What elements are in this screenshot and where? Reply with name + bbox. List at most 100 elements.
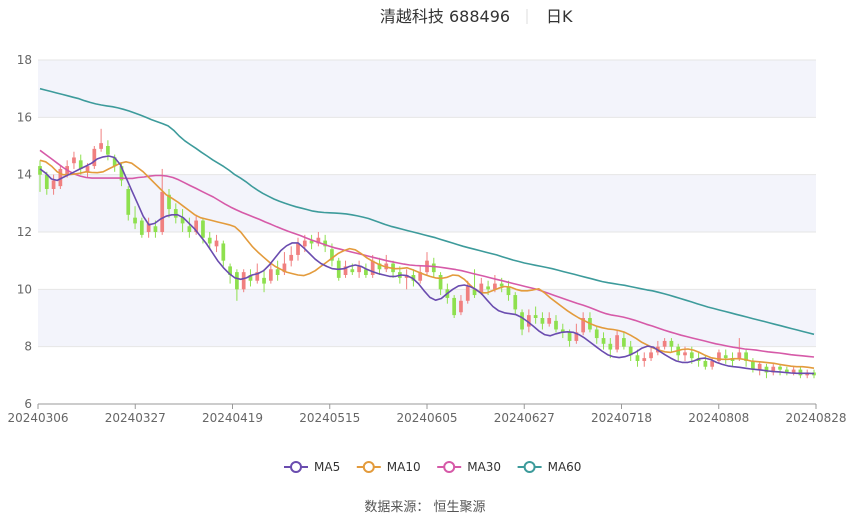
grid-band [38,60,816,118]
candle-body [112,157,117,167]
candle-body [465,286,470,301]
candle-body [560,329,565,333]
candle-body [78,160,83,169]
legend-marker [523,461,536,473]
candle-body [533,315,538,318]
candle-body [119,166,124,181]
y-tick-label: 18 [17,53,32,67]
y-tick-label: 6 [24,397,32,411]
candle-body [717,352,721,361]
legend[interactable]: MA5 MA10 MA30 MA60 [284,460,581,474]
candle-body [615,335,619,350]
series-line-ma60 [39,87,815,336]
candle-body [221,243,226,261]
candle-body [771,366,776,373]
candle-body [377,263,382,270]
candle-body [364,269,368,275]
candle-body [173,209,178,218]
candle-body [357,266,361,273]
candle-body [669,340,674,347]
candle-body [235,272,239,290]
candle-body [703,361,708,367]
legend-label: MA5 [314,460,340,474]
candle-body [798,369,803,376]
legend-label: MA10 [387,460,421,474]
candle-body [330,249,334,261]
candle-body [594,329,599,339]
x-tick-label: 20240605 [396,411,457,425]
candle-body [635,355,640,361]
moving-average-lines [39,87,815,375]
candle-body [744,352,748,361]
candle-body [85,166,90,172]
legend-marker [290,461,302,473]
legend-label: MA30 [467,460,501,474]
candle-body [628,346,633,356]
series-line-ma5 [39,155,815,375]
legend-item-ma30[interactable]: MA30 [437,460,501,474]
candle-body [689,352,694,359]
candle-body [139,220,144,235]
candle-body [282,263,287,273]
candle-body [778,366,782,370]
candle-body [642,358,647,361]
grid-band [38,289,816,347]
candle-body [683,352,687,356]
candle-body [581,318,586,333]
candle-body [438,275,443,290]
x-axis: 20240306 20240327 20240419 20240515 20240605… [7,403,847,425]
candle-body [459,300,463,313]
legend-item-ma5[interactable]: MA5 [284,460,340,474]
x-tick-label: 20240419 [202,411,263,425]
x-tick-label: 20240808 [688,411,749,425]
y-tick-label: 8 [24,340,32,354]
candle-body [187,226,192,232]
legend-marker [443,461,456,473]
candle-body [146,223,151,232]
candle-body [160,191,165,232]
candle-body [723,355,728,359]
candle-body [72,157,76,164]
candle-body [649,352,653,359]
candle-body [411,275,416,281]
candle-body [404,275,409,278]
y-tick-label: 12 [17,225,32,239]
candle-body [167,194,171,210]
legend-item-ma60[interactable]: MA60 [517,460,582,474]
candle-body [479,283,484,293]
candle-body [99,143,103,149]
candle-body [418,272,423,281]
candle-body [757,363,762,370]
candle-body [547,318,552,324]
data-source: 数据来源： 恒生聚源 [364,500,485,515]
x-tick-label: 20240627 [494,411,555,425]
candle-body [302,240,307,247]
candle-body [567,332,572,341]
candle-body [608,343,613,350]
x-tick-label: 20240515 [299,411,360,425]
candle-body [201,220,205,238]
candle-body [513,295,518,310]
candle-body [133,217,137,224]
series-line-ma10 [39,159,815,369]
candle-body [58,168,63,187]
candle-body [228,266,232,275]
candle-body [472,289,477,296]
legend-item-ma10[interactable]: MA10 [356,460,421,474]
x-tick-label: 20240718 [591,411,652,425]
candle-body [268,269,273,281]
candle-body [737,352,742,359]
candle-body [248,275,253,281]
candle-body [275,269,280,275]
candle-body [214,240,219,247]
candle-body [343,266,348,275]
candle-body [126,189,131,215]
candle-body [784,369,789,373]
y-tick-label: 10 [17,282,32,296]
candle-body [520,312,524,330]
candle-body [296,243,300,255]
candle-body [180,217,185,224]
candle-body [38,166,42,175]
candle-body [710,361,715,367]
